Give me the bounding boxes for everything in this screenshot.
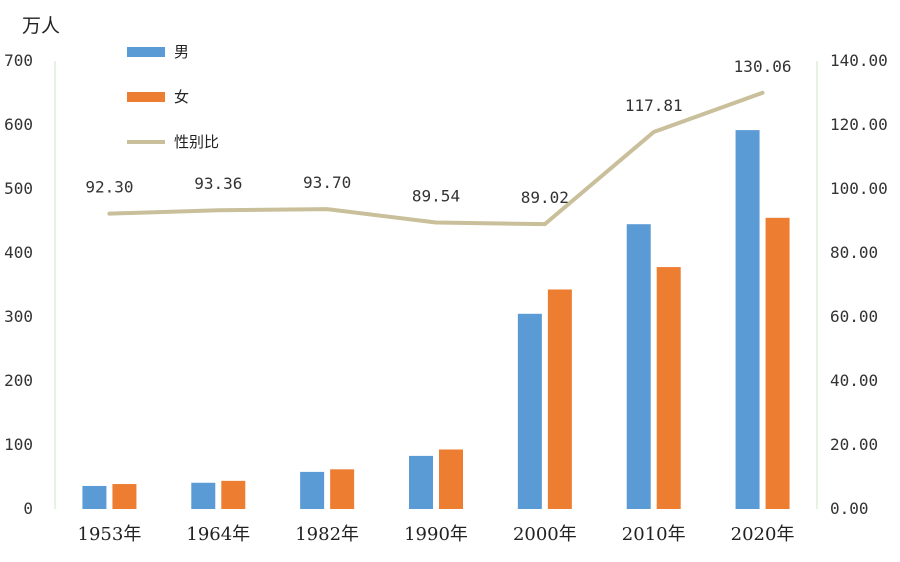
left-tick-label: 200 [4,371,33,390]
left-tick-label: 300 [4,307,33,326]
right-tick-label: 60.00 [830,307,878,326]
bar-male [191,482,216,509]
bar-female [221,480,246,509]
x-category-label: 1964年 [186,524,250,545]
bar-female [330,469,355,509]
left-tick-label: 100 [4,435,33,454]
sex-ratio-data-label: 93.36 [194,174,242,193]
sex-ratio-line-series: 92.30 93.36 93.70 89.54 89.02 117.81 130.06 [85,57,792,227]
bar-male [82,485,107,509]
x-category-label: 2010年 [622,524,686,545]
y-axis-unit-label: 万人 [22,15,60,37]
right-tick-label: 100.00 [830,179,888,198]
left-tick-label: 400 [4,243,33,262]
legend-label: 性别比 [174,133,219,151]
legend-label: 男 [174,43,189,61]
right-tick-label: 20.00 [830,435,878,454]
left-tick-label: 700 [4,51,33,70]
sex-ratio-line [107,90,765,227]
sex-ratio-data-label: 89.02 [521,188,569,207]
x-category-label: 2020年 [731,524,795,545]
left-tick-label: 600 [4,115,33,134]
left-tick-label: 500 [4,179,33,198]
right-tick-label: 80.00 [830,243,878,262]
bar-male [300,471,325,509]
x-category-label: 2000年 [513,524,577,545]
left-tick-label: 0 [23,499,33,518]
bar-female [656,267,681,509]
bar-male [517,313,542,509]
category-labels: 1953年 1964年 1982年 1990年 2000年 2010年 2020年 [78,524,795,545]
x-category-label: 1990年 [404,524,468,545]
x-category-label: 1953年 [78,524,142,545]
bar-female [439,449,463,509]
sex-ratio-data-label: 130.06 [734,57,792,76]
bar-male [626,224,651,509]
legend-label: 女 [174,88,189,106]
right-axis-ticks: 0.00 20.00 40.00 60.00 80.00 100.00 120.00 140.… [830,51,888,518]
bar-female [112,484,137,509]
sex-ratio-data-label: 89.54 [412,186,460,205]
right-tick-label: 40.00 [830,371,878,390]
sex-ratio-data-label: 93.70 [303,173,351,192]
bar-male [409,455,433,509]
bar-female [547,289,572,509]
legend-swatch-male [127,47,165,57]
legend-swatch-female [127,92,165,102]
right-tick-label: 140.00 [830,51,888,70]
left-axis-ticks: 0 100 200 300 400 500 600 700 [4,51,33,518]
bar-female [765,217,790,510]
sex-ratio-data-label: 117.81 [625,96,683,115]
bar-male [735,130,760,509]
bars [82,130,790,510]
right-tick-label: 120.00 [830,115,888,134]
sex-ratio-data-label: 92.30 [85,178,133,197]
x-category-label: 1982年 [295,524,359,545]
right-tick-label: 0.00 [830,499,869,518]
